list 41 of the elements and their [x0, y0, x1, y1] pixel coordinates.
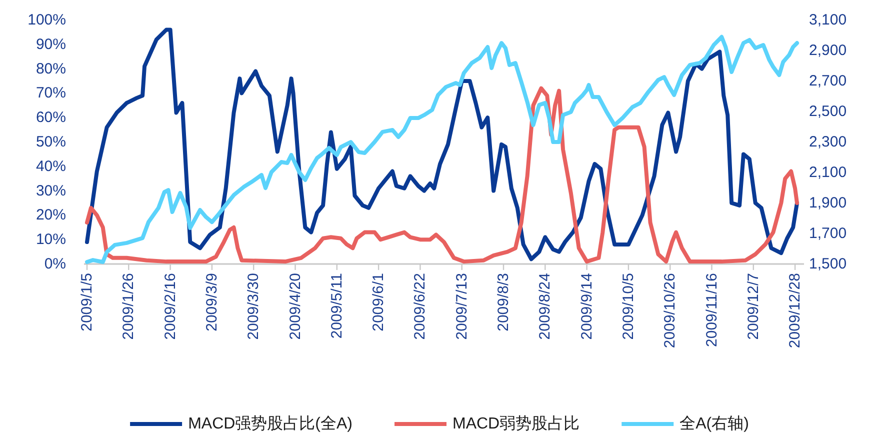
x-tick: 2009/10/5	[620, 273, 637, 340]
y2-tick: 2,100	[809, 164, 847, 181]
legend-label: MACD弱势股占比	[452, 414, 580, 432]
x-tick: 2009/11/16	[703, 273, 720, 347]
x-tick: 2009/3/9	[203, 273, 220, 332]
x-tick: 2009/1/5	[78, 273, 96, 332]
y-tick: 0%	[44, 256, 66, 272]
x-tick: 2009/10/26	[662, 273, 679, 348]
y-tick: 100%	[28, 12, 66, 28]
y-tick: 10%	[36, 231, 66, 248]
x-tick: 2009/7/13	[453, 273, 470, 340]
x-tick: 2009/4/20	[286, 273, 304, 340]
x-tick: 2009/3/30	[245, 273, 262, 340]
y2-tick: 2,700	[809, 72, 847, 90]
y-tick: 80%	[36, 60, 66, 78]
x-tick: 2009/1/26	[120, 273, 138, 340]
y2-tick: 1,500	[809, 256, 847, 272]
y2-tick: 2,300	[809, 134, 847, 150]
y-tick: 30%	[36, 182, 66, 200]
y2-tick: 1,700	[809, 225, 847, 242]
x-tick: 2009/5/11	[328, 273, 346, 339]
x-tick: 2009/12/28	[786, 273, 804, 348]
y-tick: 90%	[36, 36, 66, 53]
x-tick: 2009/6/1	[370, 273, 388, 332]
y-tick: 20%	[36, 206, 66, 224]
x-tick: 2009/8/24	[536, 273, 554, 340]
x-tick: 2009/8/3	[495, 273, 512, 332]
legend-label: MACD强势股占比(全A)	[188, 414, 352, 432]
legend-label: 全A(右轴)	[680, 414, 749, 432]
y-tick: 50%	[36, 134, 66, 150]
y2-tick: 2,900	[809, 42, 847, 59]
x-tick: 2009/12/7	[744, 273, 762, 340]
x-tick: 2009/2/16	[162, 273, 179, 340]
x-tick: 2009/9/14	[578, 273, 596, 340]
y2-tick: 1,900	[809, 194, 847, 212]
y-tick: 60%	[36, 109, 66, 126]
y2-tick: 3,100	[809, 12, 847, 28]
x-tick: 2009/6/22	[412, 273, 429, 340]
y-tick: 70%	[36, 84, 66, 102]
y-tick: 40%	[36, 158, 66, 175]
y2-tick: 2,500	[809, 103, 847, 120]
